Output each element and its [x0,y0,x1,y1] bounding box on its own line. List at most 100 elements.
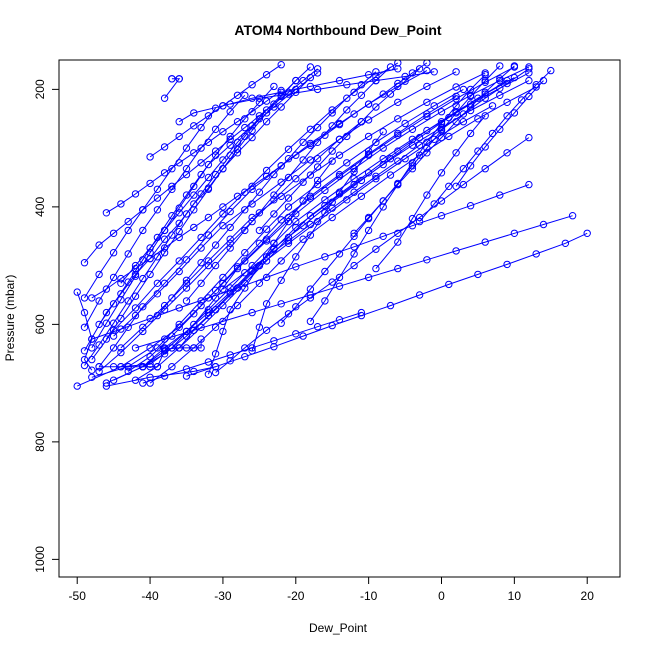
data-point [153,311,162,320]
data-point [153,279,162,287]
data-point [197,335,205,343]
y-tick-label: 200 [33,79,47,99]
data-point [204,138,213,147]
data-point [335,282,344,290]
data-point [452,149,460,157]
data-point [262,326,271,334]
data-point [415,217,424,226]
data-point [109,363,118,371]
data-point [423,112,431,121]
data-point [423,256,431,264]
data-point [335,135,344,144]
data-point [255,323,264,331]
data-point [379,128,387,136]
data-point [357,81,366,89]
data-point [146,179,154,188]
series-line [84,68,318,264]
data-point [313,163,322,171]
data-point [182,365,191,373]
series-line [149,64,282,158]
data-point [372,138,380,147]
series-line [106,366,216,387]
data-point [175,118,183,126]
data-point [452,95,460,103]
data-point [343,132,351,141]
data-point [124,217,132,226]
data-point [452,109,460,117]
data-point [197,259,205,267]
data-point [394,180,402,189]
data-point [292,330,300,338]
data-point [496,62,504,70]
series-line [375,115,486,269]
data-point [466,162,475,170]
data-point [372,76,380,85]
data-point [219,317,227,326]
data-point [350,250,358,258]
data-point [394,79,402,88]
data-point [153,185,162,194]
data-point [219,210,227,218]
data-point [255,98,264,107]
series-line [106,90,282,214]
data-point [226,239,234,248]
data-point [160,235,169,243]
data-point [561,239,570,248]
data-point [313,323,322,331]
data-point [153,290,162,298]
data-point [503,149,511,157]
data-point [219,285,227,293]
data-point [335,273,344,282]
data-point [182,210,191,218]
data-point [117,200,125,208]
data-point [241,257,249,265]
data-point [277,103,285,111]
data-point [226,244,234,252]
data-point [131,190,140,198]
data-point [219,222,227,230]
data-point [139,206,147,214]
data-point [241,249,249,257]
data-point [321,267,329,276]
data-point [226,141,234,149]
data-point [401,119,409,128]
data-point [153,233,162,242]
data-point [175,159,183,167]
data-point [160,301,169,310]
data-point [248,308,256,317]
data-point [306,82,315,91]
data-point [153,206,162,214]
data-point [445,132,453,141]
data-point [153,194,162,202]
data-point [313,176,322,185]
data-point [233,192,242,201]
data-point [226,284,234,292]
data-point [211,241,220,249]
series-line [222,68,530,290]
data-point [88,335,96,343]
data-point [401,77,409,85]
data-point [124,226,132,235]
data-point [168,344,176,352]
data-point [211,151,220,159]
data-point [474,147,482,155]
data-point [190,367,198,376]
data-point [328,204,336,212]
data-point [335,151,344,159]
data-point [248,94,256,102]
data-point [277,162,285,170]
data-point [262,172,271,181]
data-point [190,206,198,214]
series-line [207,160,333,375]
data-point [270,239,278,248]
data-point [306,156,315,164]
data-point [197,170,205,179]
data-point [335,250,344,258]
data-point [95,367,103,376]
data-point [146,254,154,263]
data-point [270,196,278,204]
series-line [98,86,275,325]
data-point [394,98,402,107]
data-point [117,314,125,323]
data-point [131,344,140,352]
